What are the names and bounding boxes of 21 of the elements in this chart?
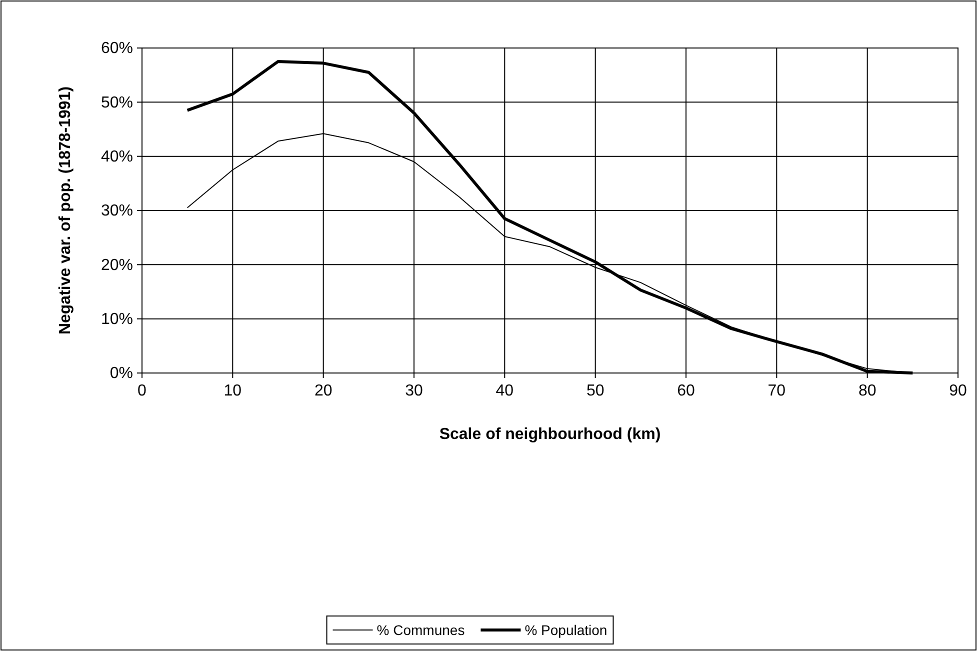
y-axis-title: Negative var. of pop. (1878-1991) (57, 86, 74, 335)
y-tick-label: 60% (100, 40, 133, 58)
x-tick-label: 0 (138, 382, 147, 400)
y-tick-label: 30% (100, 202, 133, 220)
y-tick-label: 10% (100, 310, 133, 328)
legend-label: % Communes (376, 622, 465, 638)
x-tick-label: 70 (768, 382, 786, 400)
y-tick-label: 40% (100, 148, 133, 166)
x-tick-label: 90 (949, 382, 967, 400)
x-tick-label: 30 (405, 382, 423, 400)
y-tick-label: 0% (110, 365, 133, 382)
x-tick-label: 10 (224, 382, 242, 400)
y-tick-label: 50% (100, 94, 133, 112)
x-axis-title: Scale of neighbourhood (km) (439, 426, 661, 443)
x-tick-label: 80 (858, 382, 876, 400)
x-tick-label: 60 (677, 382, 695, 400)
x-tick-label: 50 (586, 382, 604, 400)
legend-label: % Population (524, 622, 608, 638)
x-tick-label: 40 (496, 382, 514, 400)
y-tick-label: 20% (100, 256, 133, 274)
x-tick-label: 20 (314, 382, 332, 400)
